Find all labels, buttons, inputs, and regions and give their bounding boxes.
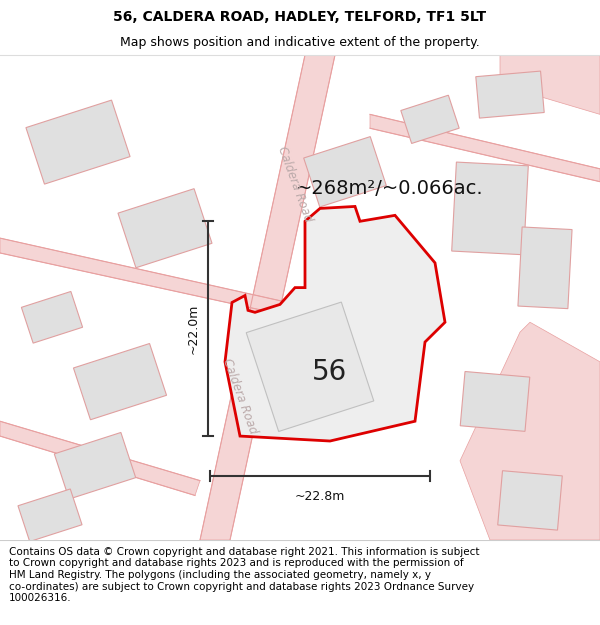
Polygon shape	[500, 55, 600, 114]
Polygon shape	[460, 322, 600, 540]
Polygon shape	[225, 206, 445, 441]
Polygon shape	[18, 489, 82, 541]
Text: Map shows position and indicative extent of the property.: Map shows position and indicative extent…	[120, 36, 480, 49]
Text: ~22.0m: ~22.0m	[187, 304, 200, 354]
Polygon shape	[26, 100, 130, 184]
Polygon shape	[498, 471, 562, 530]
Text: ~268m²/~0.066ac.: ~268m²/~0.066ac.	[296, 179, 484, 198]
Polygon shape	[452, 162, 529, 255]
Polygon shape	[401, 95, 459, 144]
Polygon shape	[0, 421, 200, 496]
Polygon shape	[200, 55, 335, 540]
Polygon shape	[476, 71, 544, 118]
Text: 56, CALDERA ROAD, HADLEY, TELFORD, TF1 5LT: 56, CALDERA ROAD, HADLEY, TELFORD, TF1 5…	[113, 10, 487, 24]
Text: Caldera Road: Caldera Road	[220, 357, 260, 436]
Text: Caldera Road: Caldera Road	[275, 144, 315, 223]
Polygon shape	[304, 137, 386, 207]
Polygon shape	[22, 291, 83, 343]
Polygon shape	[118, 189, 212, 268]
Polygon shape	[73, 344, 167, 420]
Polygon shape	[0, 238, 310, 320]
Polygon shape	[460, 371, 530, 431]
Polygon shape	[370, 114, 600, 182]
Polygon shape	[246, 302, 374, 431]
Text: 56: 56	[313, 357, 347, 386]
Text: Contains OS data © Crown copyright and database right 2021. This information is : Contains OS data © Crown copyright and d…	[9, 547, 479, 603]
Text: ~22.8m: ~22.8m	[295, 489, 345, 502]
Polygon shape	[518, 227, 572, 309]
Polygon shape	[54, 432, 136, 499]
Polygon shape	[0, 55, 600, 540]
